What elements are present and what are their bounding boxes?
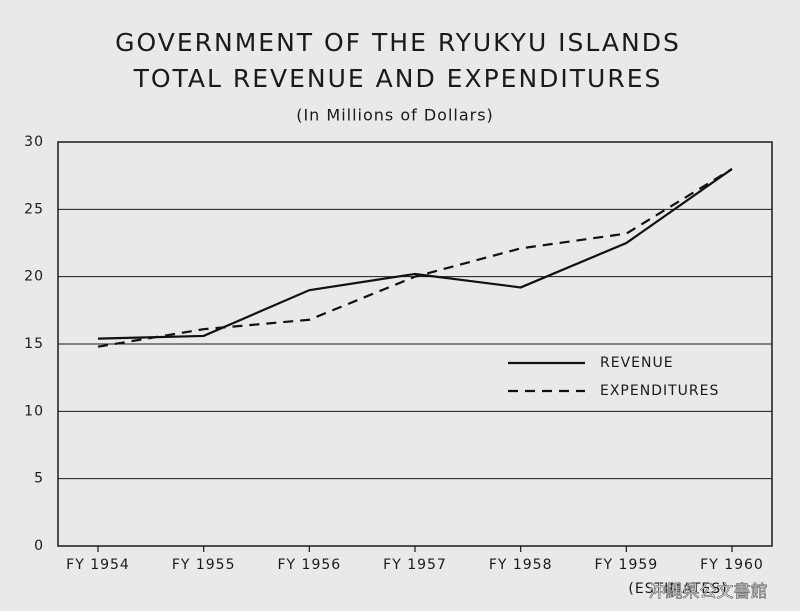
chart-title: GOVERNMENT OF THE RYUKYU ISLANDS [115, 28, 681, 57]
x-tick-label: FY 1956 [277, 557, 341, 573]
y-tick-label: 10 [24, 403, 44, 419]
y-tick-label: 15 [24, 336, 44, 352]
y-tick-label: 0 [34, 538, 44, 554]
x-tick-label: FY 1954 [66, 557, 130, 573]
legend-label: REVENUE [600, 355, 674, 371]
y-tick-label: 30 [24, 134, 44, 150]
legend-label: EXPENDITURES [600, 383, 719, 399]
x-tick-label: FY 1960 [700, 557, 764, 573]
annotation: (ESTIMATES) [628, 581, 727, 597]
y-tick-label: 20 [24, 269, 44, 285]
watermark: 沖縄県公文書館 [649, 582, 768, 602]
chart-title: TOTAL REVENUE AND EXPENDITURES [133, 64, 663, 93]
x-tick-label: FY 1957 [383, 557, 447, 573]
series-line [97, 168, 733, 340]
x-tick-label: FY 1955 [172, 557, 236, 573]
series-line [97, 167, 733, 348]
x-tick-label: FY 1958 [489, 557, 553, 573]
y-tick-label: 5 [34, 471, 44, 487]
y-tick-label: 25 [24, 201, 44, 217]
x-tick-label: FY 1959 [594, 557, 658, 573]
chart-subtitle: (In Millions of Dollars) [296, 106, 494, 125]
